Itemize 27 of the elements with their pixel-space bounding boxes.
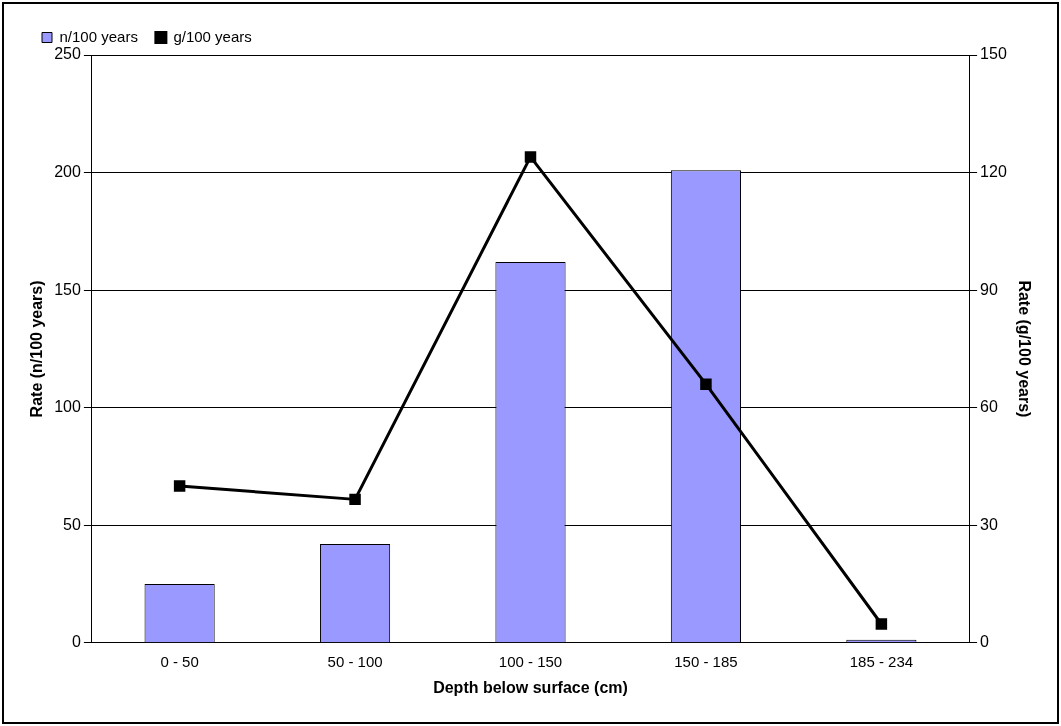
y2-tick-label: 60 [980, 398, 998, 416]
x-tick-label: 100 - 150 [498, 652, 563, 670]
y-tick-label: 100 [54, 398, 81, 416]
legend-label: n/100 years [59, 27, 138, 45]
y2-tick-label: 150 [980, 45, 1007, 63]
y2-tick-label: 120 [980, 162, 1007, 180]
y-tick-label: 200 [54, 162, 81, 180]
point [524, 151, 537, 163]
y-tick-label: 250 [54, 45, 81, 63]
point [173, 480, 186, 492]
x-tick-label: 0 - 50 [160, 652, 199, 670]
x-axis-title: Depth below surface (cm) [433, 678, 628, 696]
legend-label: g/100 years [173, 27, 252, 45]
point [349, 493, 361, 506]
y-tick-label: 0 [71, 633, 81, 651]
y2-tick-label: 90 [980, 280, 998, 298]
y-tick-label: 50 [63, 515, 81, 533]
y2-tick-label: 30 [980, 515, 998, 533]
y-axis-title: Rate (n/100 years) [28, 280, 46, 418]
y2-axis-title: Rate (g/100 years) [1015, 280, 1033, 418]
x-tick-label: 50 - 100 [327, 652, 383, 670]
point [875, 618, 888, 630]
x-tick-label: 185 - 234 [849, 652, 914, 670]
y-tick-label: 150 [54, 280, 81, 298]
x-tick-label: 150 - 185 [674, 652, 738, 670]
point [700, 378, 712, 390]
y2-tick-label: 0 [980, 633, 990, 651]
